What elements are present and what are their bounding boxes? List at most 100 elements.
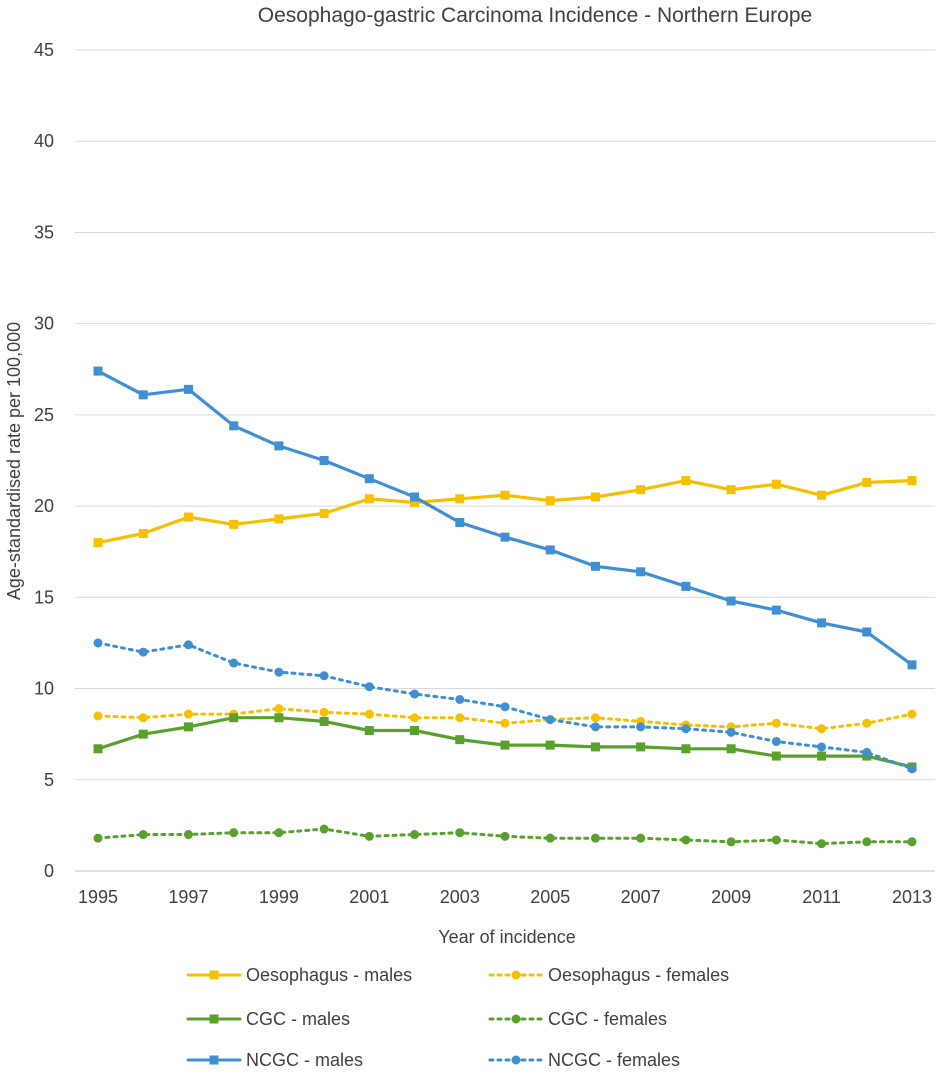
legend-item-oesophagus-males: Oesophagus - males xyxy=(186,965,412,985)
y-tick-label: 35 xyxy=(34,222,54,242)
legend-swatch-marker xyxy=(511,970,521,980)
data-point xyxy=(183,384,193,394)
data-point xyxy=(183,512,193,522)
data-point xyxy=(726,744,736,754)
x-tick-label: 2003 xyxy=(440,887,480,907)
data-point xyxy=(907,476,917,486)
data-point xyxy=(817,839,827,849)
x-tick-label: 1999 xyxy=(259,887,299,907)
data-point xyxy=(681,476,691,486)
data-point xyxy=(500,702,510,712)
data-point xyxy=(319,716,329,726)
series-oesophagus-males xyxy=(93,476,917,548)
legend-label: Oesophagus - females xyxy=(548,965,729,985)
data-point xyxy=(93,833,103,843)
legend-label: CGC - females xyxy=(548,1009,667,1029)
data-point xyxy=(681,835,691,845)
data-point xyxy=(364,726,374,736)
data-point xyxy=(229,713,239,723)
legend-item-oesophagus-females: Oesophagus - females xyxy=(488,965,729,985)
data-point xyxy=(138,729,148,739)
data-point xyxy=(455,494,465,504)
data-point xyxy=(183,722,193,732)
legend-item-cgc-females: CGC - females xyxy=(488,1009,667,1029)
data-point xyxy=(545,496,555,506)
data-point xyxy=(410,492,420,502)
legend-swatch-marker xyxy=(511,1014,521,1024)
data-point xyxy=(138,647,148,657)
x-axis-ticks: 1995 1997 1999 2001 2003 2005 2007 2009 2011 2013 xyxy=(78,887,932,907)
legend-item-cgc-males: CGC - males xyxy=(186,1009,350,1029)
data-point xyxy=(183,709,193,719)
data-point xyxy=(364,474,374,484)
legend-label: Oesophagus - males xyxy=(246,965,412,985)
data-point xyxy=(455,713,465,723)
legend-swatch-marker xyxy=(209,970,219,980)
data-point xyxy=(771,751,781,761)
data-point xyxy=(636,833,646,843)
data-point xyxy=(590,713,600,723)
data-point xyxy=(93,744,103,754)
y-tick-label: 15 xyxy=(34,587,54,607)
data-point xyxy=(364,494,374,504)
data-point xyxy=(500,831,510,841)
data-point xyxy=(93,711,103,721)
data-point xyxy=(274,713,284,723)
data-point xyxy=(274,828,284,838)
y-tick-label: 25 xyxy=(34,405,54,425)
data-point xyxy=(410,689,420,699)
data-point xyxy=(862,747,872,757)
data-point xyxy=(636,742,646,752)
data-point xyxy=(410,497,420,507)
data-point xyxy=(907,709,917,719)
data-point xyxy=(726,596,736,606)
data-point xyxy=(410,726,420,736)
legend: Oesophagus - males Oesophagus - females CG… xyxy=(186,965,729,1070)
data-point xyxy=(138,830,148,840)
data-point xyxy=(590,833,600,843)
data-point xyxy=(590,742,600,752)
y-tick-label: 30 xyxy=(34,314,54,334)
data-point xyxy=(183,830,193,840)
legend-swatch-marker xyxy=(511,1055,521,1065)
x-tick-label: 1997 xyxy=(168,887,208,907)
data-point xyxy=(907,837,917,847)
data-point xyxy=(93,638,103,648)
x-axis-label: Year of incidence xyxy=(438,927,575,947)
data-point xyxy=(274,441,284,451)
data-point xyxy=(771,605,781,615)
legend-item-ncgc-males: NCGC - males xyxy=(186,1050,363,1070)
data-point xyxy=(183,640,193,650)
data-point xyxy=(817,724,827,734)
y-axis-ticks: 0 5 10 15 20 25 30 35 40 45 xyxy=(34,40,54,881)
data-point xyxy=(590,561,600,571)
series-ncgc-females xyxy=(93,638,917,774)
data-point xyxy=(138,713,148,723)
data-point xyxy=(862,837,872,847)
data-point xyxy=(319,824,329,834)
data-point xyxy=(636,567,646,577)
data-point xyxy=(726,837,736,847)
data-point xyxy=(229,828,239,838)
legend-label: CGC - males xyxy=(246,1009,350,1029)
legend-label: NCGC - females xyxy=(548,1050,680,1070)
data-point xyxy=(455,695,465,705)
data-point xyxy=(771,479,781,489)
x-tick-label: 1995 xyxy=(78,887,118,907)
y-tick-label: 0 xyxy=(44,861,54,881)
data-point xyxy=(93,366,103,376)
data-point xyxy=(274,667,284,677)
data-point xyxy=(229,421,239,431)
x-tick-label: 2005 xyxy=(530,887,570,907)
data-point xyxy=(907,660,917,670)
data-point xyxy=(726,485,736,495)
data-point xyxy=(862,718,872,728)
data-point xyxy=(771,835,781,845)
data-point xyxy=(500,532,510,542)
y-tick-label: 20 xyxy=(34,496,54,516)
data-point xyxy=(138,390,148,400)
data-point xyxy=(907,764,917,774)
data-point xyxy=(681,744,691,754)
data-point xyxy=(274,514,284,524)
